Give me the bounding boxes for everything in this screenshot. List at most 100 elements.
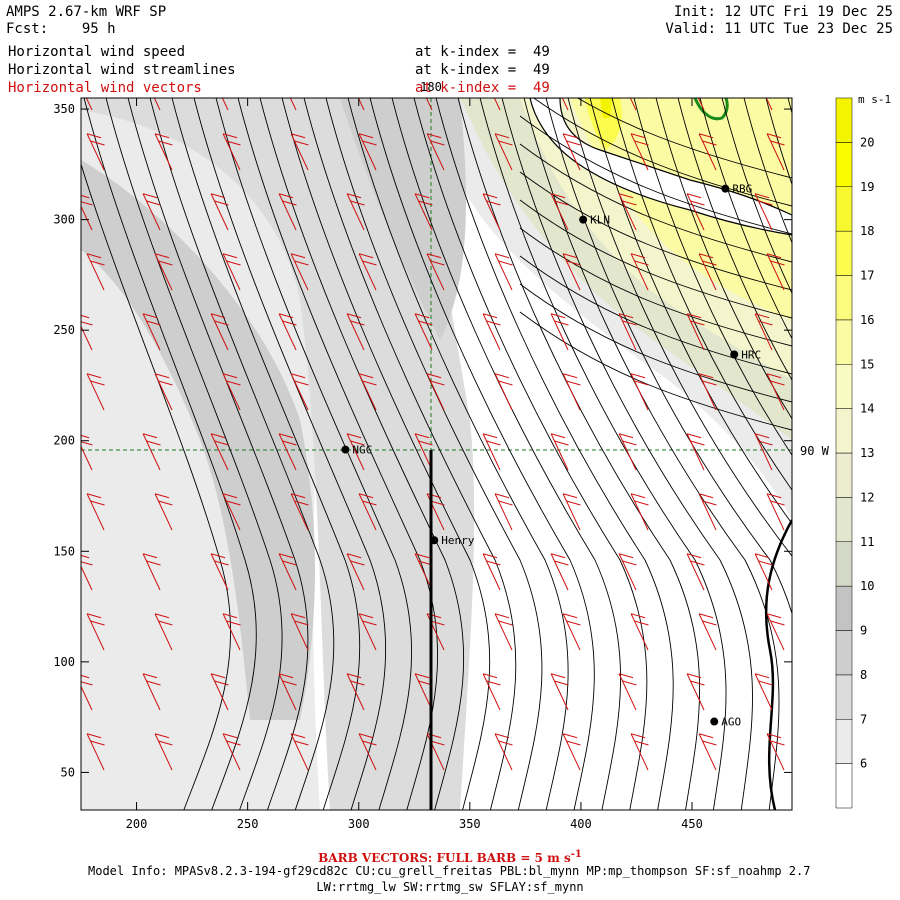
barb-staff	[766, 613, 785, 651]
barb-staff	[86, 613, 105, 651]
station-label: RBG	[732, 183, 752, 196]
streamline	[501, 98, 753, 810]
barb-flag	[90, 740, 105, 746]
barb-staff	[142, 673, 161, 711]
wind-barb	[346, 193, 365, 231]
barb-flag	[754, 433, 770, 439]
barb-staff	[686, 433, 705, 471]
barb-flag	[81, 674, 90, 679]
x-tick-label: 400	[570, 817, 592, 831]
streamline	[655, 98, 792, 420]
streamline	[567, 98, 792, 557]
barb-flag	[566, 140, 581, 146]
barb-staff	[494, 373, 513, 411]
wind-barb	[222, 373, 241, 411]
wind-barb	[698, 493, 717, 531]
barb-staff	[426, 133, 445, 171]
barb-flag	[282, 200, 297, 206]
colorbar-swatch	[835, 186, 853, 232]
barb-flag	[686, 553, 702, 559]
barb-flag	[486, 320, 501, 326]
wind-barb	[482, 553, 501, 591]
wind-barb	[550, 313, 569, 351]
wind-barb	[358, 613, 377, 651]
streamline	[519, 199, 792, 319]
barb-flag	[562, 493, 578, 499]
streamline	[523, 98, 780, 810]
wind-barb	[290, 253, 309, 291]
barb-flag	[86, 373, 102, 379]
barb-staff	[290, 373, 309, 411]
barb-flag	[222, 253, 238, 259]
barb-flag	[566, 620, 581, 626]
barb-flag	[482, 553, 498, 559]
barb-flag	[562, 613, 578, 619]
wind-barb	[142, 433, 161, 471]
barb-flag	[90, 260, 105, 266]
barb-staff	[278, 313, 297, 351]
barb-staff	[550, 193, 569, 231]
colorbar-label: 13	[860, 446, 874, 460]
wind-barb	[210, 433, 229, 471]
barb-flag	[766, 733, 782, 739]
colorbar-swatch	[835, 719, 853, 764]
y-tick-label: 250	[53, 323, 75, 337]
streamline	[545, 98, 792, 615]
colorbar-label: 6	[860, 757, 867, 771]
field-level-vectors: at k-index = 49	[415, 80, 550, 96]
barb-flag	[81, 314, 90, 319]
wind-barb	[482, 433, 501, 471]
wind-barb	[278, 433, 297, 471]
streamline	[413, 98, 648, 810]
barb-flag	[494, 133, 510, 139]
barb-flag	[222, 493, 238, 499]
model-info: Model Info: MPASv8.2.3-194-gf29cd82c CU:…	[88, 864, 811, 878]
wind-barb	[765, 98, 773, 111]
wind-barb	[698, 133, 717, 171]
barb-staff	[550, 433, 569, 471]
wind-barb	[289, 98, 297, 111]
wind-barb	[222, 493, 241, 531]
wind-barb	[290, 373, 309, 411]
barb-flag	[278, 193, 294, 199]
wind-barb	[630, 613, 649, 651]
wind-barb	[754, 313, 773, 351]
wind-barb	[358, 733, 377, 771]
wind-barb	[686, 553, 705, 591]
barb-staff	[754, 193, 773, 231]
barb-staff	[154, 613, 173, 651]
barb-staff	[618, 673, 637, 711]
barb-flag	[214, 320, 229, 326]
barb-flag	[418, 440, 433, 446]
wind-barb	[754, 673, 773, 711]
wind-barb	[630, 733, 649, 771]
barb-flag	[618, 553, 634, 559]
barb-flag	[770, 500, 785, 506]
wind-barb	[142, 673, 161, 711]
barb-flag	[698, 613, 714, 619]
barb-flag	[430, 620, 445, 626]
barb-flag	[414, 553, 430, 559]
wind-barb	[346, 553, 365, 591]
barb-flag	[362, 380, 377, 386]
wind-barb	[562, 613, 581, 651]
streamline	[281, 98, 491, 810]
wind-barbs	[81, 98, 785, 771]
barb-flag	[554, 200, 569, 206]
coast-green	[693, 98, 729, 121]
wind-barb	[686, 433, 705, 471]
wind-barb	[766, 493, 785, 531]
barb-staff	[86, 373, 105, 411]
barb-staff	[562, 253, 581, 291]
colorbar-label: 20	[860, 135, 874, 149]
barb-flag	[290, 373, 306, 379]
barb-flag	[358, 613, 374, 619]
barb-flag	[146, 440, 161, 446]
barb-flag	[154, 493, 170, 499]
barb-flag	[282, 440, 297, 446]
barb-flag	[278, 673, 294, 679]
colorbar-swatch	[835, 585, 853, 631]
streamline	[369, 98, 595, 810]
init-time: Init: 12 UTC Fri 19 Dec 25	[673, 4, 893, 20]
wind-barb	[426, 613, 445, 651]
